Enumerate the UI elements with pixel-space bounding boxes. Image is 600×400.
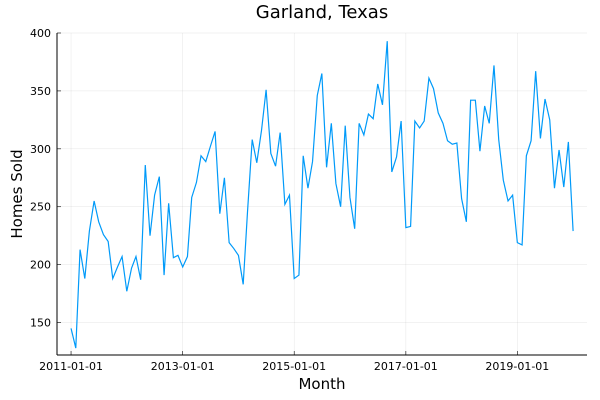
x-axis-label: Month bbox=[298, 375, 345, 393]
y-tick-label: 400 bbox=[30, 27, 51, 40]
x-tick-label: 2015-01-01 bbox=[262, 360, 326, 373]
x-tick-label: 2013-01-01 bbox=[151, 360, 215, 373]
chart-title: Garland, Texas bbox=[256, 2, 388, 23]
y-axis-label: Homes Sold bbox=[8, 149, 26, 238]
y-tick-label: 350 bbox=[30, 85, 51, 98]
data-line bbox=[70, 41, 574, 349]
y-tick-label: 150 bbox=[30, 317, 51, 330]
x-tick-label: 2019-01-01 bbox=[485, 360, 549, 373]
y-tick-label: 200 bbox=[30, 259, 51, 272]
x-tick-label: 2011-01-01 bbox=[39, 360, 103, 373]
x-tick-label: 2017-01-01 bbox=[374, 360, 438, 373]
y-tick-label: 300 bbox=[30, 143, 51, 156]
y-tick-label: 250 bbox=[30, 201, 51, 214]
